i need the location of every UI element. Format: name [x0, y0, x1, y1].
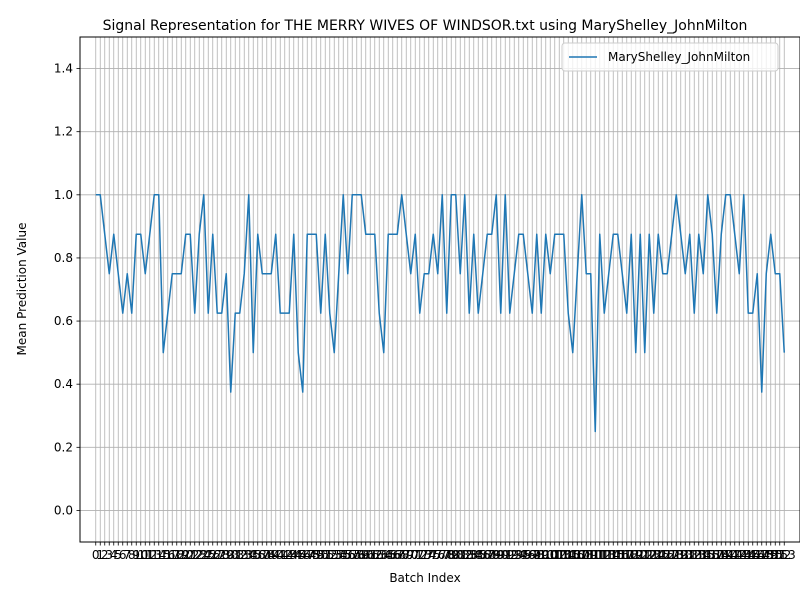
y-tick-label: 0.6	[54, 314, 73, 328]
x-axis-label: Batch Index	[389, 571, 460, 585]
y-tick-label: 1.0	[54, 188, 73, 202]
y-tick-label: 1.4	[54, 62, 73, 76]
y-tick-label: 1.2	[54, 125, 73, 139]
y-tick-label: 0.2	[54, 440, 73, 454]
y-tick-label: 0.8	[54, 251, 73, 265]
chart-title: Signal Representation for THE MERRY WIVE…	[103, 18, 748, 34]
y-axis-label: Mean Prediction Value	[15, 223, 29, 356]
y-tick-label: 0.0	[54, 503, 73, 517]
legend-series-label: MaryShelley_JohnMilton	[608, 50, 750, 64]
legend: MaryShelley_JohnMilton	[562, 43, 778, 71]
y-tick-label: 0.4	[54, 377, 73, 391]
x-tick-label: 153	[773, 548, 796, 562]
